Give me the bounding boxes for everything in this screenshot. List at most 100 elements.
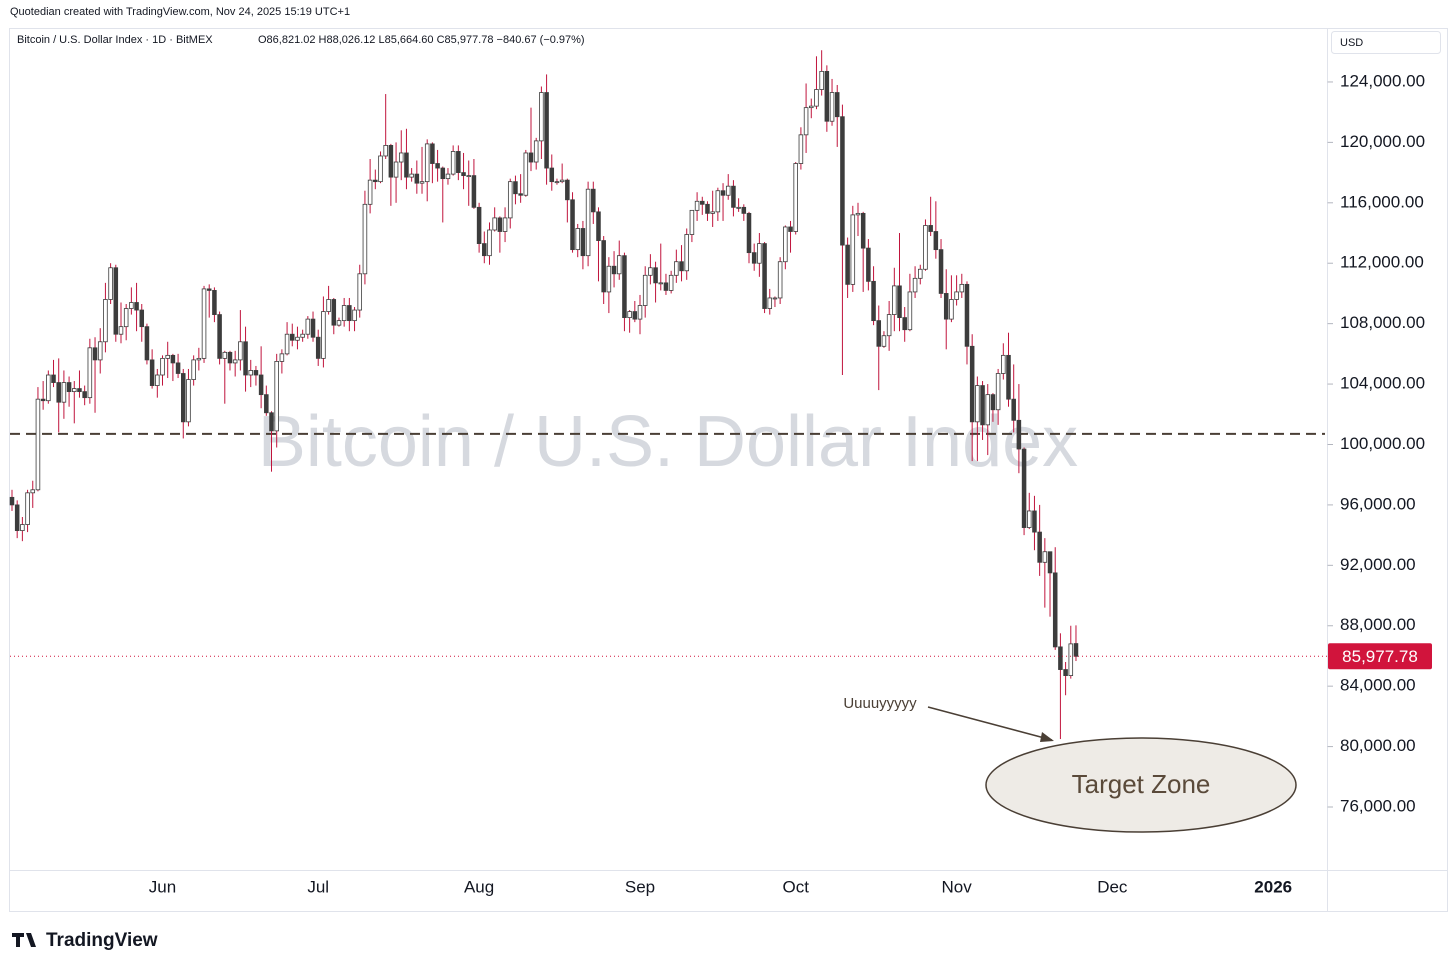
candle-body — [482, 243, 487, 257]
candle-body — [1063, 669, 1068, 676]
candle-body — [783, 226, 788, 263]
candle-body — [513, 181, 518, 195]
candle-body — [886, 314, 892, 337]
candle-body — [305, 318, 311, 335]
candle-body — [212, 290, 217, 315]
candle-body — [9, 496, 15, 506]
candle-body — [456, 151, 461, 173]
candle-body — [834, 92, 840, 118]
candle-body — [326, 299, 331, 312]
candle-body — [393, 161, 399, 178]
candle-body — [155, 374, 160, 386]
candle-body — [539, 92, 544, 142]
candle-body — [580, 228, 586, 257]
header: Bitcoin / U.S. Dollar Index · 1D · BitME… — [17, 34, 213, 46]
candle-body — [700, 200, 705, 205]
candle-body — [284, 333, 290, 355]
candle-body — [398, 152, 404, 163]
candle-body — [793, 163, 798, 232]
candle-body — [866, 247, 871, 282]
logo-mark — [12, 933, 36, 947]
candle-body — [1001, 354, 1006, 374]
candle-body — [975, 385, 980, 423]
candle-body — [419, 181, 425, 184]
x-tick-label: Jul — [307, 877, 329, 896]
candle-body — [871, 280, 876, 322]
candle-body — [487, 229, 492, 257]
candle-body — [969, 345, 975, 423]
watermark: Bitcoin / U.S. Dollar Index — [258, 402, 1078, 482]
candle-body — [373, 179, 378, 183]
candle-body — [25, 492, 30, 525]
candle-body — [642, 274, 648, 306]
candle-body — [798, 134, 804, 164]
currency[interactable]: USD — [1340, 37, 1363, 49]
candle-body — [1058, 646, 1063, 670]
plot-area: 76,000.00 80,000.00 84,000.00 88,000.00 92,0… — [9, 50, 1432, 896]
candle-body — [61, 382, 67, 403]
candle-body — [222, 351, 228, 359]
candle-body — [238, 341, 243, 361]
candle-body — [315, 336, 321, 359]
header-values: O86,821.02 H88,026.12 L85,664.60 C85,977… — [258, 34, 585, 46]
candle-body — [97, 341, 103, 361]
candle-body — [1073, 643, 1079, 657]
candle-body — [824, 70, 830, 122]
currency-box[interactable] — [1331, 31, 1441, 54]
candle-body — [424, 143, 430, 183]
footer-logo: TradingView — [12, 930, 158, 951]
candle-body — [705, 203, 710, 214]
candle-body — [217, 314, 222, 359]
candle-body — [435, 163, 440, 169]
candle-body — [720, 190, 726, 196]
candle-body — [108, 267, 113, 300]
candle-body — [341, 305, 347, 322]
target-zone — [985, 737, 1297, 833]
candle-body — [279, 353, 285, 362]
candle-body — [881, 335, 887, 347]
candle-body — [144, 326, 150, 361]
candle-body — [959, 283, 965, 293]
candle-body — [751, 252, 757, 264]
candle-body — [1032, 510, 1037, 533]
candle-body — [1026, 510, 1032, 528]
candle-body — [788, 226, 793, 232]
candle-body — [352, 309, 357, 322]
candle-body — [507, 181, 513, 219]
x-tick-label: Sep — [625, 877, 655, 896]
candle-body — [445, 173, 451, 180]
candle-body — [269, 412, 274, 432]
candle-body — [113, 267, 119, 335]
y-tick-label: 112,000.00 — [1340, 253, 1424, 272]
x-tick-label: Oct — [782, 877, 809, 896]
candle-body — [559, 179, 565, 183]
candle-body — [980, 385, 985, 426]
candle-body — [476, 206, 482, 244]
candle-body — [949, 299, 954, 320]
candle-body — [232, 359, 238, 364]
x-tick-label: Aug — [464, 877, 494, 896]
candle-body — [227, 351, 233, 364]
candle-body — [160, 357, 165, 376]
candle-body — [139, 309, 145, 328]
candle-body — [170, 354, 176, 364]
candle-body — [648, 267, 653, 276]
y-tick-label: 80,000.00 — [1340, 736, 1416, 755]
candle-body — [430, 143, 435, 164]
candle-body — [129, 302, 134, 309]
candle-body — [206, 288, 212, 291]
candle-body — [461, 172, 466, 177]
candle-body — [762, 243, 767, 309]
candle-body — [450, 151, 456, 175]
candle-body — [523, 152, 529, 196]
candle-body — [554, 181, 560, 184]
candle-body — [118, 326, 124, 335]
candle-body — [710, 211, 715, 214]
candle-body — [964, 283, 970, 347]
candle-body — [243, 341, 248, 376]
candle-body — [35, 398, 41, 491]
candle-body — [803, 107, 809, 136]
candle-body — [367, 179, 373, 205]
candle-body — [14, 504, 20, 531]
candle-body — [544, 92, 549, 169]
